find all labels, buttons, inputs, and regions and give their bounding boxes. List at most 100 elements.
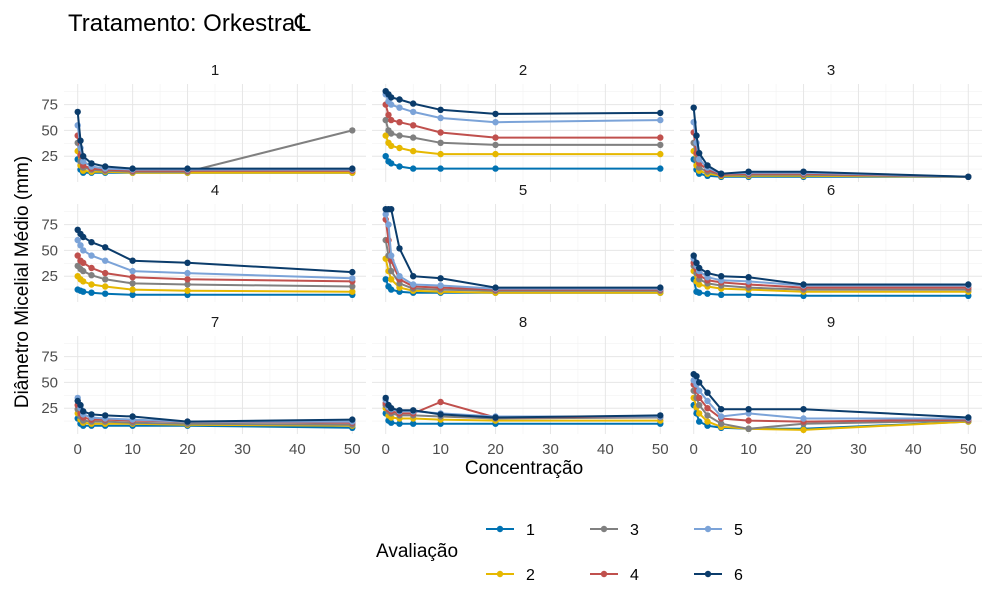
data-point-4 — [129, 274, 136, 281]
panel-strip-label: 2 — [519, 62, 527, 79]
data-point-6 — [382, 394, 389, 402]
y-tick-label: 75 — [41, 217, 58, 234]
data-point-5 — [102, 257, 109, 264]
data-point-5 — [410, 108, 417, 116]
data-point-2 — [437, 150, 444, 158]
data-point-2 — [388, 142, 395, 150]
legend-item-6: 6 — [694, 567, 743, 584]
data-point-2 — [88, 281, 95, 288]
data-point-6 — [800, 281, 807, 288]
data-point-4 — [74, 252, 81, 259]
y-tick-label: 75 — [41, 97, 58, 114]
data-point-6 — [437, 106, 444, 114]
panel-8: 8 0 10 20 30 40 50 — [372, 314, 674, 458]
x-tick-label: 0 — [382, 441, 390, 458]
data-point-5 — [696, 387, 703, 394]
data-point-4 — [657, 134, 664, 141]
data-point-5 — [382, 211, 389, 218]
legend-key-point — [600, 570, 608, 578]
x-tick-label: 0 — [690, 441, 698, 458]
data-point-6 — [693, 132, 700, 139]
data-point-6 — [77, 137, 84, 144]
legend-item-2: 2 — [486, 567, 535, 584]
data-point-5 — [74, 236, 81, 244]
data-point-6 — [102, 244, 109, 251]
data-point-6 — [396, 245, 403, 252]
x-tick-label: 30 — [234, 441, 251, 458]
data-point-2 — [388, 276, 395, 283]
data-point-6 — [696, 264, 703, 272]
data-point-6 — [388, 94, 395, 101]
data-point-3 — [88, 272, 95, 279]
data-point-6 — [657, 109, 664, 117]
panel-strip-label: 6 — [827, 182, 835, 199]
data-point-5 — [437, 114, 444, 122]
legend-item-1: 1 — [486, 522, 535, 539]
data-point-6 — [800, 406, 807, 413]
data-point-6 — [410, 407, 417, 414]
y-tick-label: 25 — [41, 400, 58, 417]
x-tick-label: 40 — [905, 441, 922, 458]
data-point-1 — [388, 286, 395, 293]
data-point-4 — [437, 398, 444, 406]
data-point-5 — [492, 119, 499, 126]
data-point-5 — [184, 269, 191, 277]
data-point-6 — [718, 273, 725, 280]
data-point-2 — [800, 426, 807, 434]
data-point-6 — [437, 275, 444, 282]
data-point-2 — [80, 278, 87, 285]
data-point-4 — [410, 122, 417, 129]
data-point-6 — [102, 163, 109, 170]
data-point-1 — [704, 290, 711, 297]
legend: Avaliação 1 2 3 4 5 6 — [376, 522, 743, 584]
data-point-6 — [492, 110, 499, 118]
data-point-6 — [184, 259, 191, 266]
y-tick-label: 50 — [41, 242, 58, 259]
data-point-5 — [385, 221, 392, 228]
panel-2: 2 — [372, 62, 674, 182]
y-tick-label: 25 — [41, 268, 58, 285]
y-tick-label: 50 — [41, 374, 58, 391]
data-point-1 — [388, 419, 395, 426]
data-point-2 — [696, 410, 703, 417]
panel-4: 4 25 50 75 — [41, 182, 366, 302]
data-point-6 — [349, 268, 356, 276]
data-point-3 — [349, 127, 356, 134]
data-point-6 — [388, 206, 395, 213]
series-line-5 — [384, 214, 661, 290]
data-point-3 — [718, 420, 725, 427]
y-tick-label: 75 — [41, 349, 58, 366]
x-tick-label: 20 — [487, 441, 504, 458]
data-point-2 — [349, 288, 356, 295]
x-tick-label: 10 — [124, 441, 141, 458]
data-point-1 — [388, 160, 395, 167]
data-point-4 — [704, 405, 711, 412]
data-point-6 — [657, 412, 664, 419]
x-tick-label: 40 — [597, 441, 614, 458]
data-point-5 — [88, 252, 95, 259]
data-point-4 — [385, 111, 392, 119]
data-point-6 — [437, 411, 444, 418]
data-point-6 — [88, 160, 95, 167]
panel-6: 6 — [680, 182, 982, 302]
data-point-6 — [745, 274, 752, 281]
data-point-4 — [492, 134, 499, 141]
data-point-4 — [88, 264, 95, 272]
data-point-4 — [102, 269, 109, 277]
data-point-2 — [396, 144, 403, 152]
panel-9: 9 0 10 20 30 40 50 — [680, 314, 982, 458]
data-point-3 — [388, 267, 395, 275]
data-point-2 — [382, 132, 389, 139]
chart-title: Tratamento: Orkestra℄ — [68, 10, 311, 37]
data-point-1 — [657, 165, 664, 172]
y-axis-title: Diâmetro Micelial Médio (mm) — [12, 156, 33, 408]
legend-label: 5 — [734, 522, 743, 539]
data-point-5 — [437, 282, 444, 289]
data-point-2 — [102, 283, 109, 290]
data-point-6 — [80, 153, 87, 160]
data-point-3 — [349, 283, 356, 290]
data-point-5 — [410, 281, 417, 288]
data-point-6 — [410, 100, 417, 107]
legend-item-4: 4 — [590, 567, 639, 584]
data-point-6 — [965, 414, 972, 421]
